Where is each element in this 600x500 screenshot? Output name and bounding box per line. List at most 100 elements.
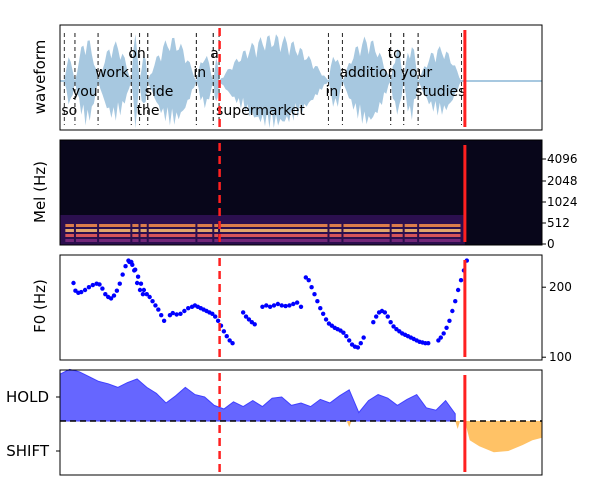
mel-tick-label: 512 xyxy=(547,216,570,230)
mel-formant xyxy=(140,239,147,242)
mel-formant xyxy=(148,239,196,242)
mel-formant xyxy=(140,234,147,237)
mel-formant xyxy=(65,224,74,227)
mel-formant xyxy=(197,224,213,227)
mel-formant xyxy=(140,224,147,227)
f0-ylabel: F0 (Hz) xyxy=(31,279,49,333)
f0-point xyxy=(458,278,464,283)
mel-formant xyxy=(329,234,342,237)
word-label: to xyxy=(388,46,402,62)
f0-point xyxy=(438,335,443,340)
mel-formant xyxy=(343,229,390,232)
f0-point xyxy=(264,303,269,308)
f0-point xyxy=(134,280,140,286)
f0-point xyxy=(114,288,120,293)
f0-point xyxy=(111,293,117,298)
shift-area xyxy=(464,421,542,453)
f0-point xyxy=(117,281,122,286)
mel-formant xyxy=(404,234,418,237)
waveform-segment xyxy=(213,58,220,102)
f0-point xyxy=(243,314,249,319)
mel-tick-label: 2048 xyxy=(547,174,578,188)
f0-point xyxy=(103,292,108,297)
f0-point xyxy=(230,341,235,346)
f0-point xyxy=(79,289,84,295)
f0-point xyxy=(291,301,296,307)
f0-point xyxy=(306,278,311,283)
f0-point xyxy=(455,287,461,293)
f0-point xyxy=(108,296,114,301)
mel-formant xyxy=(75,224,98,227)
word-label: a xyxy=(210,46,219,62)
f0-point xyxy=(210,311,215,316)
f0-point xyxy=(227,338,232,343)
mel-formant xyxy=(65,239,74,242)
f0-point xyxy=(156,307,161,312)
f0-point xyxy=(318,306,323,311)
waveform-segment xyxy=(64,57,75,105)
f0-point xyxy=(100,286,105,291)
waveform-frame xyxy=(59,24,543,131)
hold-area xyxy=(59,368,456,422)
f0-point xyxy=(358,341,363,346)
mel-formant xyxy=(148,234,196,237)
f0-point xyxy=(144,292,149,297)
waveform-ylabel: waveform xyxy=(31,40,49,115)
f0-point xyxy=(86,285,92,290)
f0-point xyxy=(385,314,390,319)
mel-formant xyxy=(419,239,461,242)
word-label: work xyxy=(95,65,130,81)
f0-point xyxy=(373,314,379,319)
shift-blip xyxy=(455,421,461,429)
mel-formant xyxy=(214,229,219,232)
mel-formant xyxy=(132,224,139,227)
f0-point xyxy=(174,312,179,317)
waveform-segment xyxy=(342,36,391,125)
mel-formant xyxy=(99,229,131,232)
mel-formant xyxy=(391,234,403,237)
mel-formant xyxy=(343,234,390,237)
f0-point xyxy=(130,262,135,267)
waveform-segment xyxy=(219,34,329,129)
f0-tick-label: 200 xyxy=(549,280,572,294)
waveform-panel: waveform soyouworkonthesideinasupermarke… xyxy=(31,24,543,131)
f0-point xyxy=(303,275,309,280)
f0-point xyxy=(344,334,349,339)
f0-point xyxy=(287,303,292,308)
f0-point xyxy=(444,325,449,330)
mel-formant xyxy=(140,229,147,232)
word-label: supermarket xyxy=(216,103,305,119)
f0-point xyxy=(283,303,288,309)
f0-point xyxy=(298,304,304,309)
f0-point xyxy=(147,294,152,300)
f0-point xyxy=(391,324,396,329)
word-label: so xyxy=(61,103,77,119)
f0-point xyxy=(186,306,191,311)
mel-ylabel: Mel (Hz) xyxy=(31,161,49,223)
f0-point xyxy=(135,274,141,279)
waveform-signal xyxy=(60,34,542,129)
f0-point xyxy=(140,292,146,297)
waveform-segment xyxy=(390,48,404,115)
mel-formant xyxy=(419,224,461,227)
mel-formant xyxy=(329,229,342,232)
f0-point xyxy=(267,304,273,309)
mel-formant xyxy=(419,229,461,232)
f0-point xyxy=(355,345,361,350)
word-label: you xyxy=(72,84,98,100)
f0-point xyxy=(426,341,431,346)
f0-point xyxy=(221,329,227,334)
mel-tick-label: 1024 xyxy=(547,195,578,209)
f0-point xyxy=(137,287,143,293)
f0-point xyxy=(294,300,300,305)
word-label: in xyxy=(325,84,338,100)
f0-point xyxy=(178,311,183,316)
mel-formant xyxy=(132,234,139,237)
f0-point xyxy=(97,282,102,287)
waveform-segment xyxy=(131,34,140,129)
mel-formant xyxy=(404,229,418,232)
f0-point xyxy=(347,338,352,343)
mel-formant xyxy=(132,239,139,242)
mel-formant xyxy=(148,224,196,227)
f0-point xyxy=(246,317,252,322)
